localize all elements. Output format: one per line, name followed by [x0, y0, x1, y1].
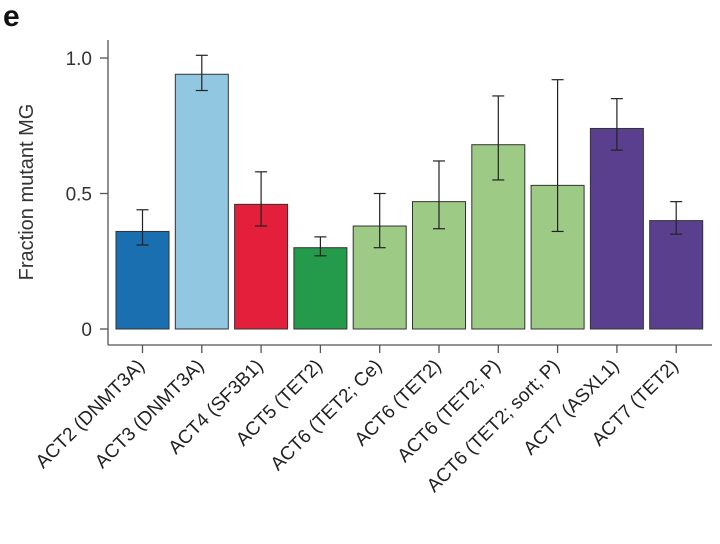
- x-axis: [108, 344, 712, 353]
- error-bar: [373, 192, 386, 249]
- x-tick-label: ACT3 (DNMT3A): [91, 356, 208, 473]
- y-axis: 0 0.5 1.0: [66, 40, 109, 345]
- error-bar: [314, 236, 327, 257]
- bar: [115, 230, 170, 330]
- panel-letter: e: [3, 0, 20, 33]
- y-tick-label: 0: [81, 320, 92, 341]
- bar: [589, 127, 644, 330]
- error-bar: [670, 201, 683, 235]
- y-tick-label: 0.5: [66, 185, 92, 206]
- error-bar: [551, 79, 564, 233]
- error-bar: [492, 95, 505, 181]
- bar: [174, 73, 229, 330]
- error-bar: [610, 98, 623, 151]
- error-bar: [433, 160, 445, 230]
- bar: [293, 247, 348, 330]
- bars: [115, 73, 704, 330]
- y-axis-label: Fraction mutant MG: [16, 104, 38, 281]
- error-bar: [255, 171, 268, 227]
- error-bars: [136, 54, 683, 257]
- x-tick-labels: ACT2 (DNMT3A)ACT3 (DNMT3A)ACT4 (SF3B1)AC…: [32, 356, 683, 497]
- error-bar: [195, 54, 208, 92]
- y-tick-label: 1.0: [66, 49, 92, 70]
- error-bar: [136, 209, 149, 246]
- bar: [649, 220, 704, 330]
- x-tick-label: ACT6 (TET2; P): [394, 356, 505, 467]
- x-tick-label: ACT2 (DNMT3A): [32, 356, 149, 473]
- x-tick-label: ACT6 (TET2; Ce): [267, 356, 386, 475]
